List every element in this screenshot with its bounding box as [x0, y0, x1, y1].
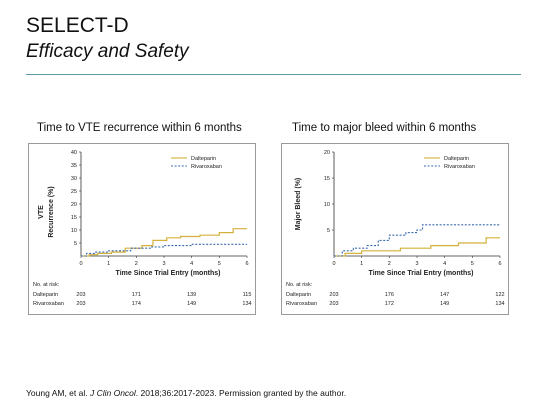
y-axis-label-line2: Recurrence (%)	[48, 186, 55, 237]
x-tick-label: 0	[332, 261, 335, 267]
x-tick-label: 2	[388, 261, 391, 267]
x-tick-label: 3	[415, 261, 418, 267]
x-axis-label: Time Since Trial Entry (months)	[369, 270, 474, 277]
risk-table-cell: 134	[242, 301, 251, 307]
x-tick-label: 5	[218, 261, 221, 267]
risk-table-cell: 139	[187, 292, 196, 298]
bleed-chart-panel: 5 10 15 20 0 1 2 3 4 5 6 Time Since Trial Entry (mo…	[281, 143, 509, 315]
x-tick-label: 4	[443, 261, 446, 267]
slide-subtitle: Efficacy and Safety	[26, 41, 189, 62]
y-tick-label: 30	[71, 176, 77, 182]
risk-table-row-label: Rivaroxaban	[286, 301, 317, 307]
series-line-dalteparin	[334, 237, 500, 257]
risk-table-cell: 134	[495, 301, 504, 307]
x-tick-label: 2	[135, 261, 138, 267]
y-tick-label: 15	[71, 215, 77, 221]
risk-table-row-label: Rivaroxaban	[33, 301, 64, 307]
risk-table-cell: 203	[76, 301, 85, 307]
y-axis-label: Major Bleed (%)	[295, 178, 302, 231]
risk-table-header: No. at risk:	[286, 282, 313, 288]
y-tick-label: 35	[71, 163, 77, 169]
y-tick-label: 40	[71, 150, 77, 156]
x-tick-label: 0	[79, 261, 82, 267]
risk-table-cell: 149	[187, 301, 196, 307]
chart-title-vte: Time to VTE recurrence within 6 months	[37, 122, 242, 134]
chart-title-bleed: Time to major bleed within 6 months	[292, 122, 477, 134]
y-tick-label: 5	[327, 228, 330, 234]
bleed-chart: 5 10 15 20 0 1 2 3 4 5 6 Time Since Trial Entry (mo…	[286, 150, 505, 307]
legend-label-rivaroxaban: Rivaroxaban	[444, 164, 475, 170]
legend-label-dalteparin: Dalteparin	[191, 156, 216, 162]
x-tick-label: 6	[498, 261, 501, 267]
risk-table-cell: 115	[243, 292, 252, 298]
risk-table-row-label: Dalteparin	[33, 292, 58, 298]
x-tick-label: 3	[162, 261, 165, 267]
y-tick-label: 10	[324, 202, 330, 208]
legend-label-rivaroxaban: Rivaroxaban	[191, 164, 222, 170]
y-tick-label: 20	[324, 150, 330, 156]
x-tick-label: 5	[471, 261, 474, 267]
y-axis-label-line1: VTE	[38, 205, 45, 219]
risk-table-cell: 171	[132, 292, 141, 298]
slide-title: SELECT-D	[26, 14, 129, 37]
citation-journal: J Clin Oncol	[89, 388, 136, 398]
risk-table-cell: 203	[329, 301, 338, 307]
y-tick-label: 20	[71, 202, 77, 208]
risk-table-cell: 172	[385, 301, 394, 307]
vte-chart-panel: 5 10 15 20 25 30 35 40 0 1 2 3 4 5 6 Time Since Trial E…	[28, 143, 256, 315]
citation: Young AM, et al. J Clin Oncol. 2018;36:2…	[26, 388, 346, 398]
risk-table-cell: 149	[440, 301, 449, 307]
series-line-rivaroxaban	[334, 224, 500, 257]
series-line-dalteparin	[81, 228, 247, 257]
y-tick-label: 10	[71, 228, 77, 234]
risk-table-cell: 122	[495, 292, 504, 298]
x-tick-label: 1	[360, 261, 363, 267]
risk-table-cell: 147	[440, 292, 449, 298]
x-tick-label: 6	[245, 261, 248, 267]
vte-chart: 5 10 15 20 25 30 35 40 0 1 2 3 4 5 6 Time Since Trial E…	[33, 150, 252, 307]
risk-table-cell: 203	[329, 292, 338, 298]
series-line-rivaroxaban	[81, 243, 247, 257]
x-axis-label: Time Since Trial Entry (months)	[116, 270, 221, 277]
y-tick-label: 25	[71, 189, 77, 195]
x-tick-label: 1	[107, 261, 110, 267]
risk-table-row-label: Dalteparin	[286, 292, 311, 298]
risk-table-header: No. at risk:	[33, 282, 60, 288]
y-tick-label: 15	[324, 176, 330, 182]
risk-table-cell: 174	[132, 301, 141, 307]
citation-authors: Young AM, et al.	[26, 388, 90, 398]
risk-table-cell: 176	[385, 292, 394, 298]
citation-details: . 2018;36:2017-2023. Permission granted …	[135, 388, 347, 398]
y-tick-label: 5	[74, 241, 77, 247]
risk-table-cell: 203	[76, 292, 85, 298]
title-divider	[26, 74, 521, 75]
legend-label-dalteparin: Dalteparin	[444, 156, 469, 162]
x-tick-label: 4	[190, 261, 193, 267]
